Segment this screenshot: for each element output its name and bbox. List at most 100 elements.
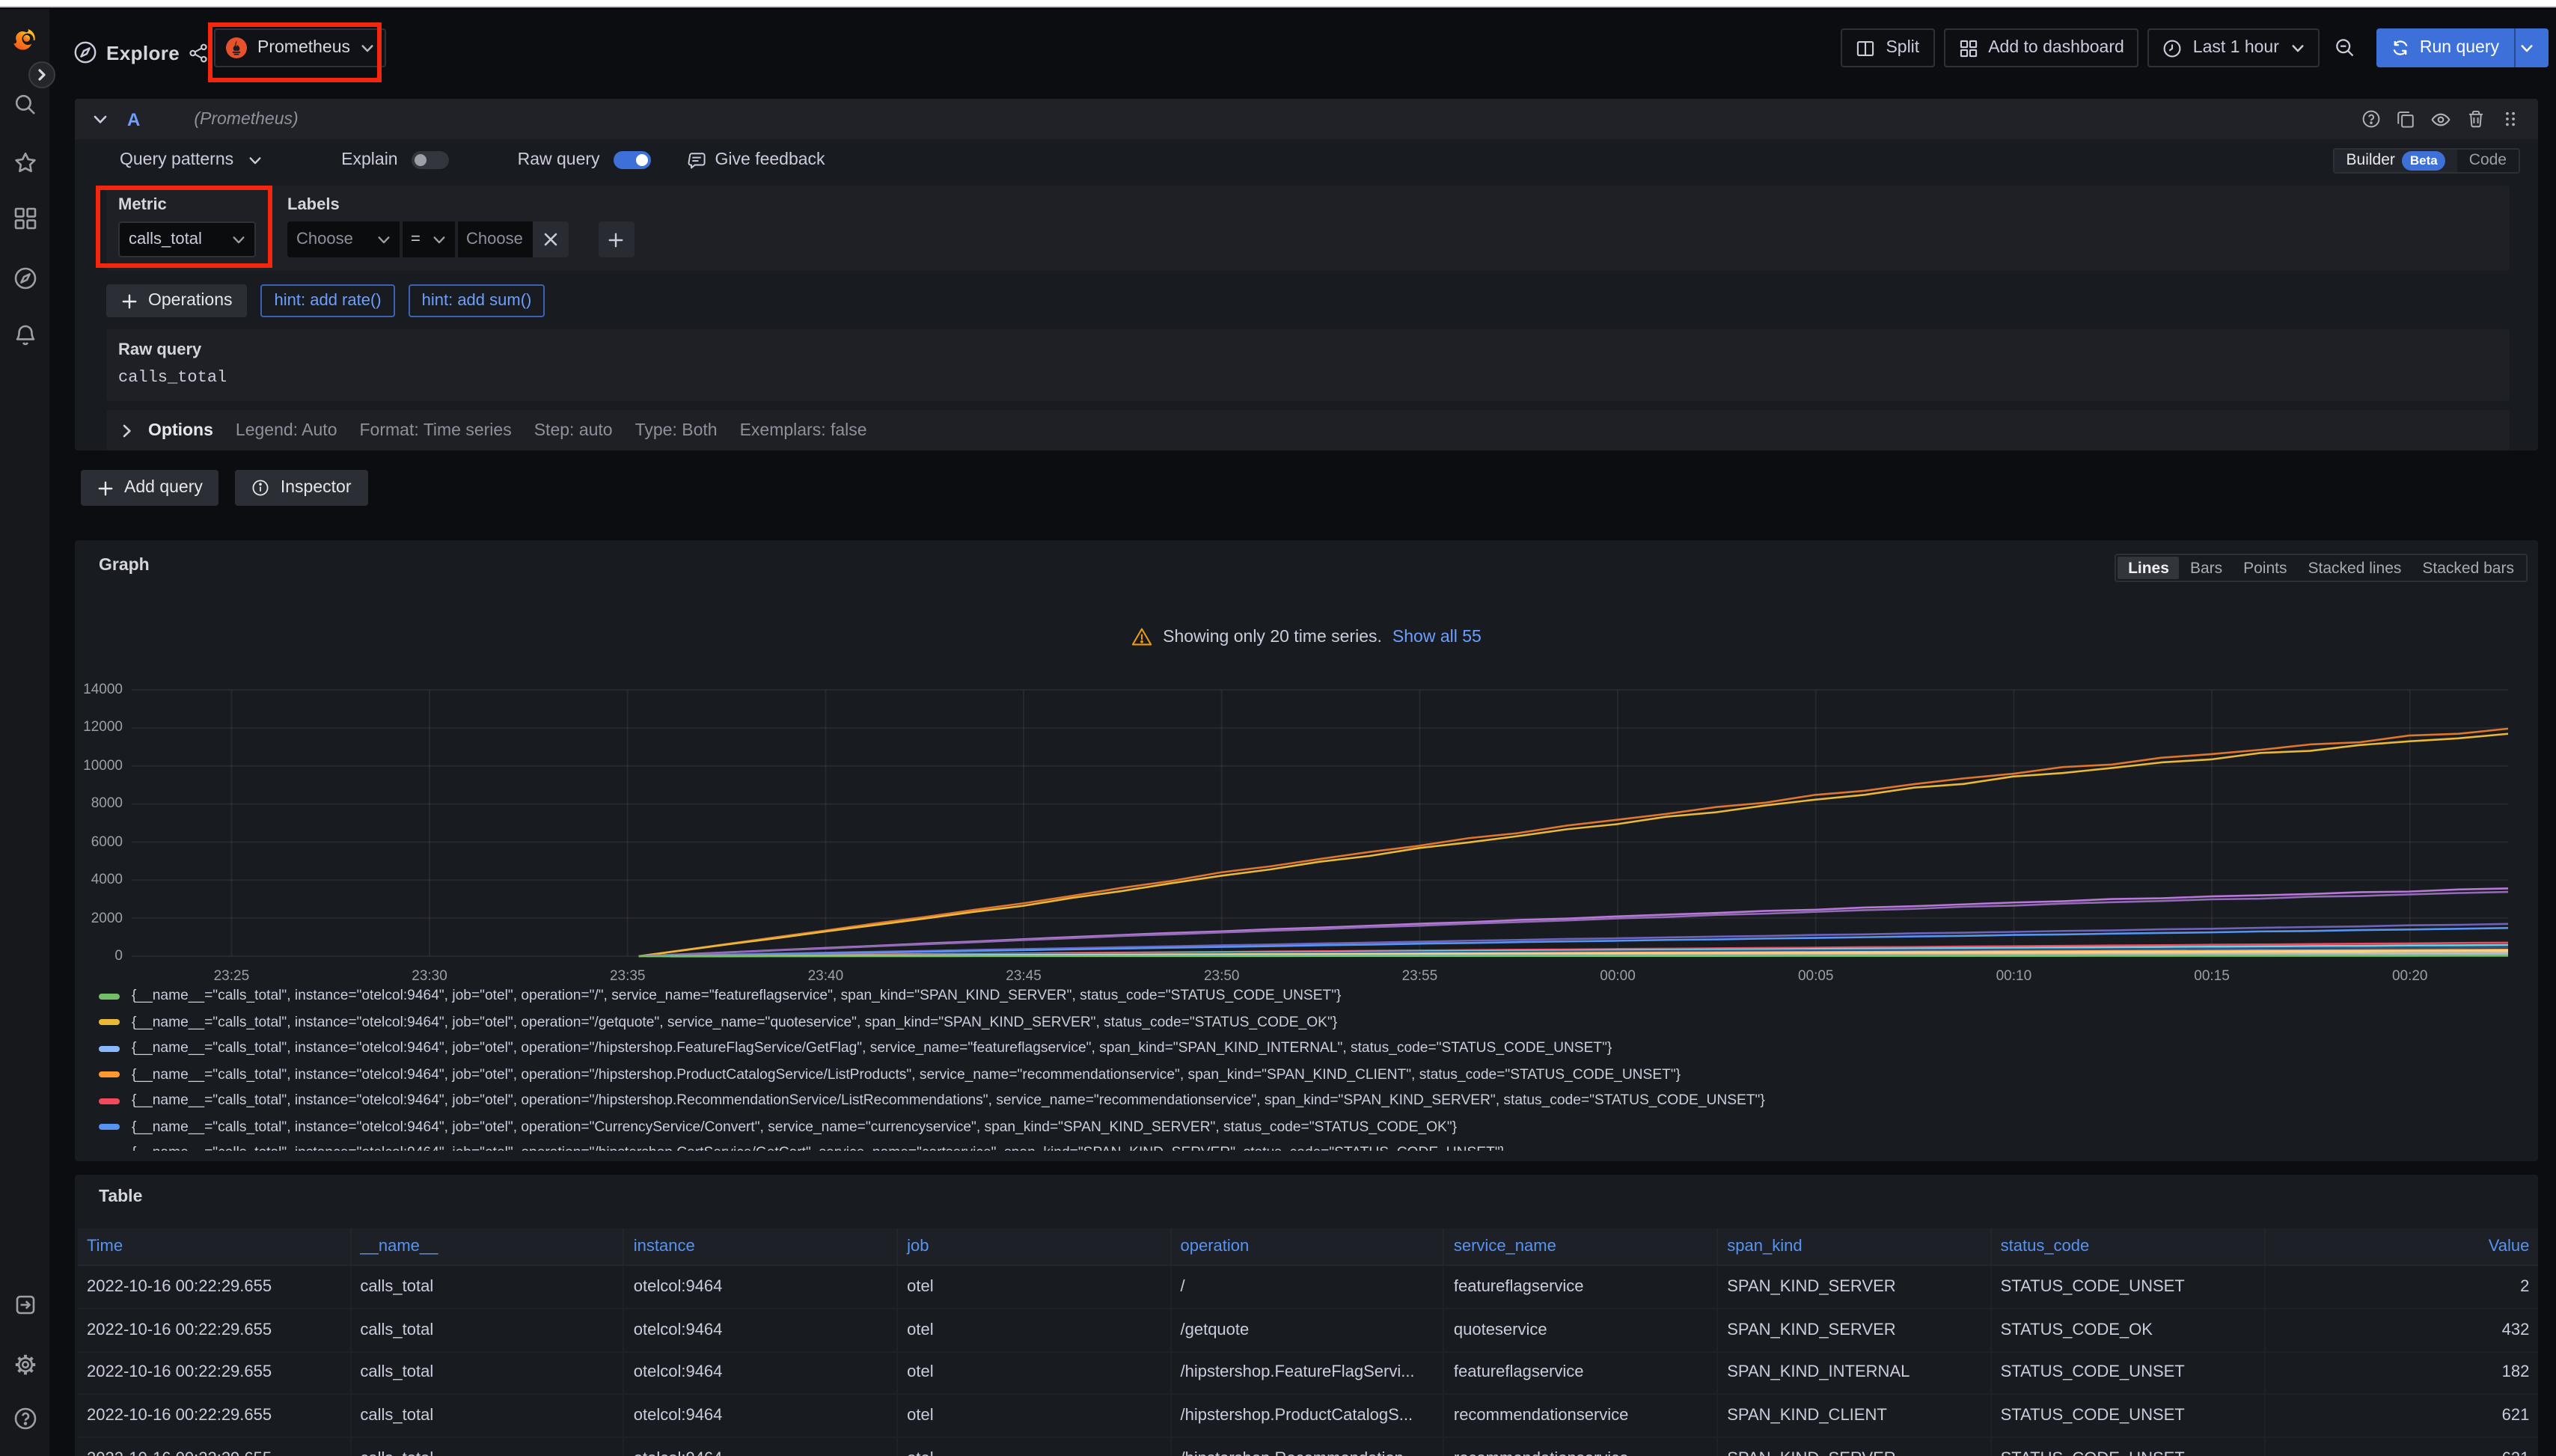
explore-compass-icon[interactable]	[13, 266, 37, 290]
explore-title-icon	[74, 41, 97, 64]
chart-line	[638, 890, 2509, 958]
explain-label: Explain	[341, 151, 398, 169]
alerting-bell-icon[interactable]	[13, 322, 37, 346]
query-row-header[interactable]: A (Prometheus)	[75, 99, 2538, 139]
code-mode-button[interactable]: Code	[2468, 151, 2507, 169]
table-column-header[interactable]: instance	[625, 1229, 899, 1264]
raw-query-toggle[interactable]	[613, 151, 651, 169]
legend-item[interactable]: {__name__="calls_total", instance="otelc…	[99, 1036, 2493, 1062]
explain-toggle[interactable]	[411, 151, 449, 169]
table-column-header[interactable]: Value	[2488, 1238, 2530, 1255]
builder-mode-button[interactable]: Builder Beta	[2334, 149, 2457, 171]
query-patterns-dropdown[interactable]: Query patterns	[120, 151, 262, 169]
graph-mode-lines[interactable]: Lines	[2118, 557, 2180, 579]
y-axis-label: 12000	[83, 719, 123, 736]
run-query-dropdown[interactable]	[2514, 28, 2549, 67]
query-actions: Add query Inspector	[81, 470, 368, 506]
label-value-select[interactable]: Choose	[456, 221, 532, 257]
table-cell: recommendationservice	[1445, 1438, 1719, 1456]
legend-label: {__name__="calls_total", instance="otelc…	[132, 1066, 1681, 1083]
add-to-dashboard-button[interactable]: Add to dashboard	[1943, 28, 2139, 67]
graph-mode-bars[interactable]: Bars	[2189, 559, 2223, 577]
table-column-header[interactable]: service_name	[1445, 1229, 1719, 1264]
option-exemplars: Exemplars: false	[739, 421, 867, 439]
legend-item[interactable]: {__name__="calls_total", instance="otelc…	[99, 1062, 2493, 1088]
legend-item[interactable]: {__name__="calls_total", instance="otelc…	[99, 1114, 2493, 1140]
duplicate-query-icon[interactable]	[2396, 109, 2415, 129]
hint-add-rate-button[interactable]: hint: add rate()	[260, 284, 395, 317]
plus-icon	[98, 480, 113, 495]
add-operations-button[interactable]: Operations	[106, 284, 248, 317]
beta-badge: Beta	[2402, 150, 2445, 170]
operations-row: Operations hint: add rate() hint: add su…	[106, 284, 545, 317]
table-column-header[interactable]: span_kind	[1718, 1229, 1992, 1264]
table-header-row: Time __name__ instance job operation service_…	[78, 1229, 2538, 1266]
label-operator-select[interactable]: =	[400, 221, 454, 257]
table-column-header[interactable]: __name__	[351, 1229, 625, 1264]
share-icon[interactable]	[189, 43, 208, 62]
legend-item[interactable]: {__name__="calls_total", instance="otelc…	[99, 983, 2493, 1009]
table-cell: quoteservice	[1445, 1309, 1719, 1351]
collapse-chevron-icon[interactable]	[93, 111, 108, 126]
run-query-button[interactable]: Run query	[2376, 28, 2549, 67]
prometheus-icon	[226, 37, 247, 58]
legend-swatch	[99, 1124, 120, 1131]
annotation-metric-highlight	[95, 185, 272, 267]
hint-add-sum-button[interactable]: hint: add sum()	[408, 284, 545, 317]
label-key-select[interactable]: Choose	[287, 221, 400, 257]
zoom-out-button[interactable]	[2323, 28, 2367, 67]
table-cell: 2022-10-16 00:22:29.655	[78, 1266, 352, 1308]
metric-label: Metric	[118, 196, 167, 214]
raw-query-toggle-label: Raw query	[517, 151, 600, 169]
x-axis-label: 00:20	[2391, 968, 2428, 985]
graph-legend: {__name__="calls_total", instance="otelc…	[99, 983, 2493, 1151]
query-help-icon[interactable]	[2361, 109, 2381, 129]
starred-icon[interactable]	[13, 151, 37, 175]
settings-gear-icon[interactable]	[13, 1353, 37, 1377]
give-feedback-button[interactable]: Give feedback	[687, 150, 825, 170]
chart-line	[638, 732, 2509, 958]
remove-query-trash-icon[interactable]	[2466, 109, 2486, 129]
chevron-right-icon[interactable]	[120, 423, 135, 438]
x-axis-label: 23:50	[1203, 968, 1240, 985]
datasource-picker[interactable]: Prometheus	[214, 28, 386, 67]
table-column-header[interactable]: job	[898, 1229, 1172, 1264]
help-icon[interactable]	[13, 1407, 37, 1431]
add-label-filter-button[interactable]	[598, 221, 634, 257]
graph-mode-stacked-lines[interactable]: Stacked lines	[2308, 559, 2402, 577]
sign-in-icon[interactable]	[13, 1293, 37, 1317]
sidebar-expand-button[interactable]	[28, 61, 55, 88]
table-cell: /getquote	[1172, 1309, 1445, 1351]
drag-handle-icon[interactable]	[2501, 109, 2520, 129]
grafana-logo[interactable]	[12, 27, 37, 52]
browser-chrome-strip	[0, 0, 2556, 7]
legend-item[interactable]: {__name__="calls_total", instance="otelc…	[99, 1009, 2493, 1036]
hide-response-eye-icon[interactable]	[2430, 108, 2451, 129]
table-cell: 2	[2520, 1277, 2530, 1296]
option-legend: Legend: Auto	[235, 421, 337, 439]
table-cell: 2022-10-16 00:22:29.655	[78, 1309, 352, 1351]
remove-label-filter-button[interactable]	[532, 221, 568, 257]
options-row[interactable]: Options Legend: Auto Format: Time series…	[106, 410, 2510, 450]
apps-icon[interactable]	[13, 207, 37, 230]
graph-mode-stacked-bars[interactable]: Stacked bars	[2422, 559, 2514, 577]
table-column-header[interactable]: Time	[78, 1229, 352, 1264]
legend-swatch	[99, 1019, 120, 1026]
time-series-chart[interactable]: 0 2000 4000 6000 8000 10000 12000 14000 23:25 23:…	[83, 682, 2509, 985]
option-format: Format: Time series	[359, 421, 512, 439]
table-cell: otel	[898, 1395, 1172, 1437]
table-column-header[interactable]: status_code	[1992, 1229, 2265, 1264]
graph-mode-points[interactable]: Points	[2243, 559, 2287, 577]
table-column-header[interactable]: operation	[1172, 1229, 1445, 1264]
split-button[interactable]: Split	[1841, 28, 1935, 67]
inspector-button[interactable]: Inspector	[235, 470, 368, 506]
legend-item[interactable]: {__name__="calls_total", instance="otelc…	[99, 1140, 2493, 1151]
x-axis-label: 00:00	[1600, 968, 1636, 985]
metric-select[interactable]: calls_total	[118, 221, 256, 257]
time-range-button[interactable]: Last 1 hour	[2147, 28, 2320, 67]
table-cell: featureflagservice	[1445, 1266, 1719, 1308]
add-query-button[interactable]: Add query	[81, 470, 219, 506]
search-icon[interactable]	[13, 92, 37, 116]
legend-item[interactable]: {__name__="calls_total", instance="otelc…	[99, 1088, 2493, 1114]
show-all-series-link[interactable]: Show all 55	[1392, 628, 1482, 646]
